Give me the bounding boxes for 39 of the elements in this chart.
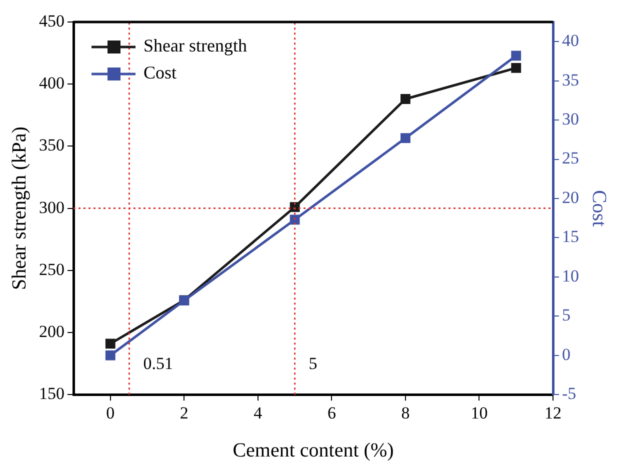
y2-tick-label: 20 <box>562 188 579 207</box>
x-tick-label: 0 <box>106 403 115 422</box>
x-axis-title: Cement content (%) <box>232 439 394 462</box>
y2-tick-label: 0 <box>562 344 570 364</box>
point <box>290 214 300 225</box>
x-tick-label: 10 <box>470 403 488 422</box>
point <box>511 63 522 73</box>
legend-label: Cost <box>144 62 177 83</box>
point <box>105 338 116 349</box>
point <box>400 133 410 144</box>
y-tick-label: 400 <box>39 74 64 93</box>
x-tick-label: 6 <box>327 403 336 422</box>
y-tick-label: 450 <box>39 11 64 30</box>
x-tick-label: 8 <box>401 403 410 422</box>
y-tick-label: 150 <box>39 384 64 404</box>
x-tick-label: 2 <box>180 403 188 422</box>
legend-label: Shear strength <box>144 36 247 56</box>
y2-tick-label: 35 <box>562 70 579 90</box>
x-tick-label: 4 <box>254 403 263 422</box>
y-tick-label: 200 <box>39 322 64 341</box>
point <box>105 350 116 360</box>
y-tick-label: 250 <box>39 260 64 279</box>
y-tick-label: 350 <box>39 136 64 155</box>
point <box>400 94 410 104</box>
y2-tick-label: 10 <box>562 266 579 286</box>
y2-tick-label: 40 <box>562 31 579 50</box>
point <box>290 202 300 212</box>
y2-tick-label: -5 <box>562 384 576 404</box>
x-tick-label: 12 <box>544 403 562 422</box>
point <box>511 50 522 61</box>
ref-line-label: 5 <box>308 354 318 374</box>
y-tick-label: 300 <box>39 198 64 217</box>
y2-tick-label: 15 <box>562 227 579 246</box>
y2-tick-label: 30 <box>562 110 579 129</box>
y-axis-title: Shear strength (kPa) <box>8 126 30 290</box>
y2-tick-label: 5 <box>562 306 570 325</box>
y2-axis-title: Cost <box>588 190 610 228</box>
y2-tick-label: 25 <box>562 148 579 168</box>
ref-line-label: 0.51 <box>143 354 173 374</box>
